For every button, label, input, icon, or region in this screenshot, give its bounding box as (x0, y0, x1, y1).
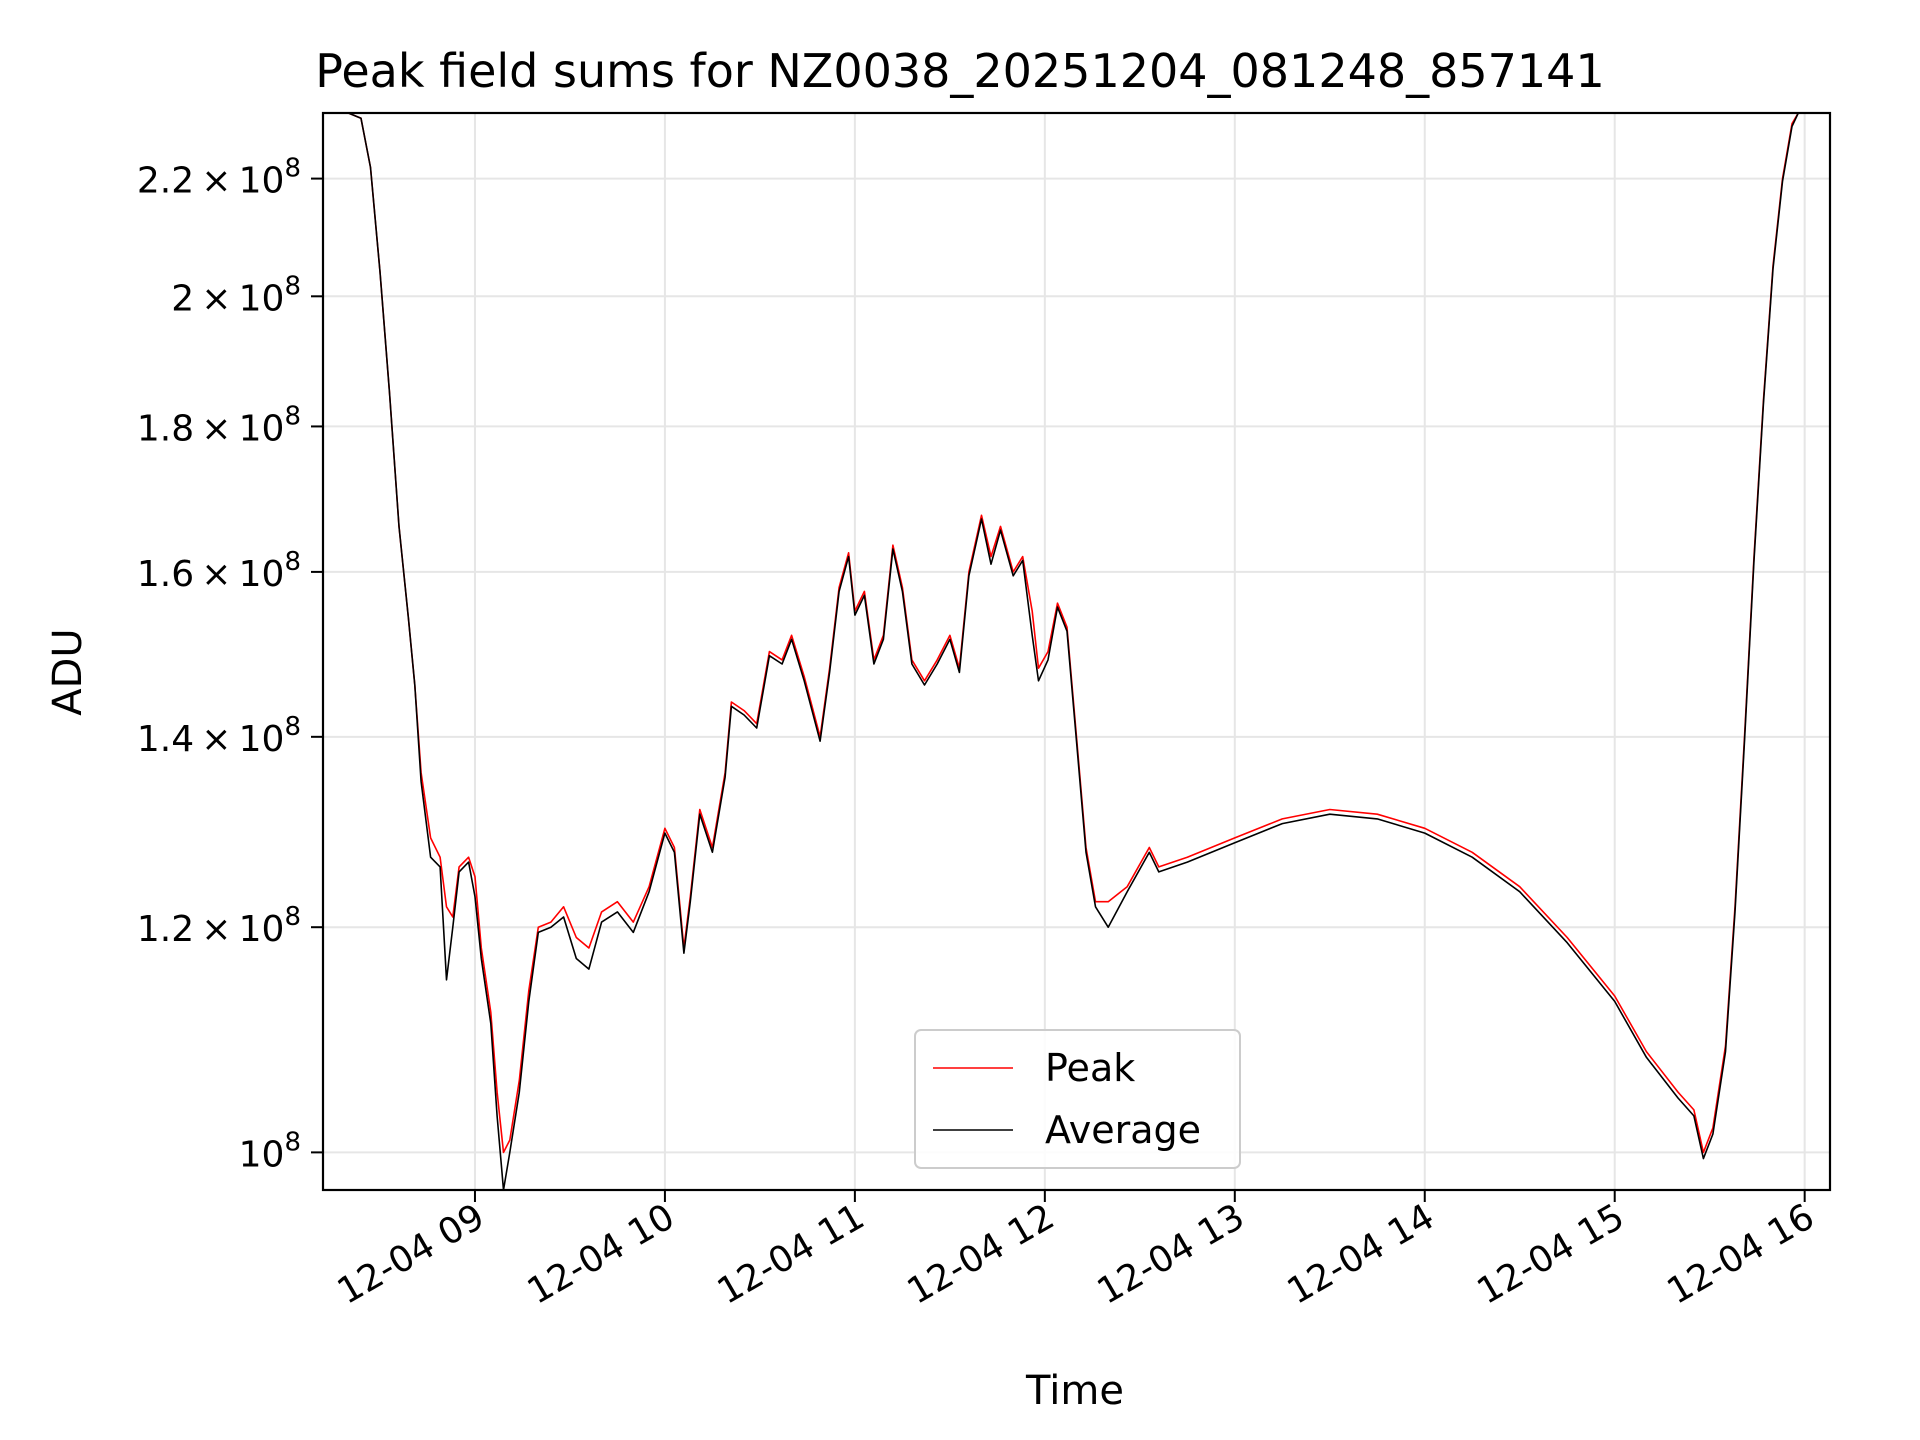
x-tick-label: 12-04 09 (331, 1196, 492, 1312)
legend-label-peak: Peak (1045, 1046, 1135, 1090)
legend-box (914, 1029, 1241, 1169)
legend: Peak Average (914, 1029, 1241, 1169)
x-axis-label: Time (1026, 1368, 1124, 1414)
x-tick-label: 12-04 12 (901, 1196, 1062, 1312)
x-tick-label: 12-04 11 (711, 1196, 872, 1312)
grid-lines (323, 113, 1830, 1190)
y-tick-label: 1.8 × 108 (137, 401, 301, 449)
series-lines (323, 112, 1830, 1191)
x-axis-ticks: 12-04 09 12-04 10 12-04 11 12-04 12 12-04 13… (331, 1190, 1821, 1313)
x-tick-label: 12-04 16 (1660, 1196, 1821, 1312)
series-line-peak (323, 112, 1830, 1154)
y-tick-label: 108 (239, 1127, 301, 1175)
y-tick-label: 1.4 × 108 (137, 712, 301, 760)
x-tick-label: 12-04 15 (1471, 1196, 1632, 1312)
chart-title: Peak field sums for NZ0038_20251204_0812… (315, 44, 1605, 98)
plot-frame (321, 111, 1832, 1192)
series-line-average (323, 112, 1830, 1191)
y-tick-label: 2.2 × 108 (137, 154, 301, 202)
x-tick-label: 12-04 10 (521, 1196, 682, 1312)
y-tick-label: 1.2 × 108 (137, 902, 301, 950)
x-tick-label: 12-04 14 (1281, 1196, 1442, 1312)
legend-label-average: Average (1045, 1108, 1201, 1152)
y-tick-label: 1.6 × 108 (137, 547, 301, 595)
y-tick-label: 2 × 108 (171, 271, 301, 319)
x-tick-label: 12-04 13 (1091, 1196, 1252, 1312)
y-axis-ticks: 108 1.2 × 108 1.4 × 108 1.6 × 108 1.8 × 108 2… (137, 154, 323, 1175)
